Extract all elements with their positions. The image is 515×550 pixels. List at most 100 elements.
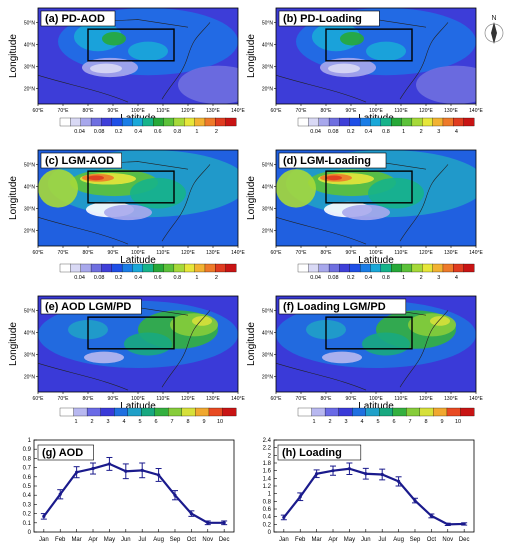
colorbar-tick-label: 1 — [402, 129, 405, 135]
data-point — [364, 472, 368, 476]
y-tick-label: 40°N — [24, 184, 36, 190]
data-point — [42, 514, 46, 518]
data-point — [446, 522, 450, 526]
colorbar-b: 0.04 0.08 0.2 0.4 0.8 1 2 3 4 — [297, 117, 475, 135]
x-axis-label: Latitude — [120, 255, 156, 266]
colorbar-tick-label: 10 — [455, 419, 461, 425]
x-tick-label: 70°E — [58, 108, 70, 114]
border-line — [38, 362, 129, 391]
colorbar-tick-label: 0.4 — [365, 129, 373, 135]
y-axis-label: Longitude — [8, 34, 19, 78]
colorbar-cell — [121, 263, 133, 273]
chart-title: (h) Loading — [282, 447, 342, 459]
x-tick-label: Jun — [361, 537, 371, 543]
colorbar-cell — [352, 407, 367, 417]
colorbar-tick-label: 8 — [424, 419, 427, 425]
colorbar-tick-label: 1 — [312, 419, 315, 425]
region-box — [87, 28, 175, 62]
x-tick-label: 140°E — [231, 250, 245, 256]
colorbar-cell — [142, 117, 154, 127]
colorbar-cell — [433, 407, 448, 417]
map-contour — [408, 313, 456, 337]
x-tick-label: 130°E — [444, 108, 458, 114]
data-point — [429, 514, 433, 518]
colorbar-tick-label: 0.6 — [154, 129, 162, 135]
colorbar-tick-label: 4 — [122, 419, 125, 425]
map-panel-b: (b) PD-Loading 60°E 70°E 80°E 90°E 100°E 110°E… — [246, 7, 483, 124]
x-tick-label: 140°E — [231, 108, 245, 114]
colorbar-cell — [59, 407, 74, 417]
colorbar-tick-label: 6 — [154, 419, 157, 425]
colorbar-tick-label: 6 — [392, 419, 395, 425]
x-tick-label: 110°E — [156, 108, 170, 114]
data-point — [58, 492, 62, 496]
colorbar-tick-label: 2 — [420, 275, 423, 281]
colorbar-cell — [318, 263, 330, 273]
y-tick-label: 50°N — [24, 20, 36, 26]
x-tick-label: Mar — [71, 537, 81, 543]
map-contour — [192, 316, 212, 326]
colorbar-cell — [359, 117, 371, 127]
y-tick-label: 1 — [268, 492, 272, 498]
x-tick-label: 140°E — [469, 108, 483, 114]
colorbar-tick-label: 0.04 — [74, 129, 85, 135]
colorbars: 0.04 0.08 0.2 0.4 0.6 0.8 1 2 0.04 0.08 0.2 0.4 0.8 1… — [59, 117, 475, 425]
map-contour — [170, 313, 218, 337]
colorbar-cell — [215, 117, 227, 127]
x-tick-label: 100°E — [131, 250, 145, 256]
colorbar-cell — [163, 263, 175, 273]
x-tick-label: 60°E — [271, 108, 283, 114]
chart-title-box — [37, 444, 94, 461]
panel-title-box — [40, 10, 116, 27]
region-box — [325, 28, 413, 62]
colorbar-tick-label: 0.04 — [310, 129, 321, 135]
x-tick-label: 60°E — [271, 250, 283, 256]
map-field — [38, 296, 238, 392]
y-axis-label: Longitude — [246, 34, 257, 78]
y-tick-label: 1.8 — [263, 461, 272, 467]
data-point — [462, 522, 466, 526]
colorbar-tick-label: 0.2 — [115, 129, 123, 135]
colorbar-cell — [328, 117, 340, 127]
colorbar-cell — [432, 117, 444, 127]
colorbar-cell — [80, 263, 92, 273]
data-point — [298, 495, 302, 499]
colorbar-tick-label: 4 — [455, 275, 458, 281]
map-field — [38, 8, 238, 104]
y-tick-label: 0.6 — [263, 507, 272, 513]
y-tick-label: 20°N — [24, 87, 36, 93]
colorbar-cell — [401, 263, 413, 273]
coastline — [161, 310, 211, 388]
colorbar-cell — [463, 263, 475, 273]
x-tick-label: 120°E — [181, 396, 195, 402]
map-contour — [124, 332, 172, 356]
border-line — [276, 362, 367, 391]
map-contour — [416, 65, 476, 104]
colorbar-cell — [391, 263, 402, 273]
y-tick-label: 40°N — [262, 330, 274, 336]
colorbar-cell — [215, 263, 227, 273]
panel-title: (c) LGM-AOD — [45, 155, 114, 167]
colorbar-tick-label: 3 — [437, 275, 440, 281]
colorbar-tick-label: 0.8 — [382, 275, 390, 281]
colorbar-cell — [391, 117, 402, 127]
x-tick-label: Mar — [311, 537, 321, 543]
data-point — [282, 515, 286, 520]
map-field — [38, 150, 238, 246]
border-line — [38, 74, 129, 103]
x-tick-label: 90°E — [108, 108, 120, 114]
colorbar-tick-label: 0.08 — [94, 129, 105, 135]
colorbar-tick-label: 3 — [344, 419, 347, 425]
series-line — [42, 462, 225, 524]
region-box — [325, 316, 413, 350]
colorbar-tick-label: 1 — [74, 419, 77, 425]
colorbar-cell — [208, 407, 223, 417]
y-tick-label: 2.2 — [263, 446, 272, 452]
colorbar-tick-label: 5 — [138, 419, 141, 425]
map-contour — [128, 41, 168, 61]
colorbar-cell — [401, 117, 413, 127]
series-line — [282, 467, 465, 526]
map-contour — [276, 169, 316, 208]
colorbar-cell — [204, 263, 216, 273]
